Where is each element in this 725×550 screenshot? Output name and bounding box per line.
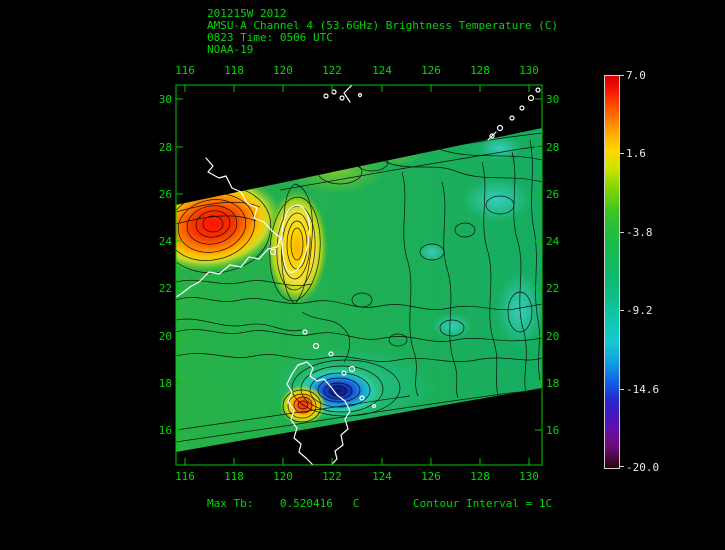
- colorbar-label: 7.0: [626, 69, 646, 82]
- colorbar-label: -3.8: [626, 226, 653, 239]
- axes-frame: [175, 84, 543, 466]
- y-tick-left: 30: [158, 93, 172, 106]
- y-tick-left: 22: [158, 282, 172, 295]
- x-tick-top: 118: [224, 64, 244, 77]
- taiwan-coastline: [281, 204, 311, 273]
- batan-island: [302, 329, 308, 335]
- satellite-label: NOAA-19: [207, 43, 254, 56]
- china-coastline: [176, 157, 282, 298]
- y-tick-right: 28: [546, 141, 560, 154]
- colorbar-label: -20.0: [626, 461, 660, 474]
- x-tick-bottom: 130: [519, 470, 539, 483]
- data-swath: [176, 128, 542, 452]
- y-tick-right: 26: [546, 188, 560, 201]
- x-tick-bottom: 116: [175, 470, 195, 483]
- contour-interval-label: Contour Interval = 1C: [413, 497, 553, 510]
- x-tick-bottom: 124: [372, 470, 392, 483]
- luzon-coastline: [286, 361, 351, 465]
- y-tick-left: 16: [158, 424, 172, 437]
- x-tick-bottom: 122: [322, 470, 342, 483]
- colorbar-label: -14.6: [626, 383, 660, 396]
- x-tick-top: 122: [322, 64, 342, 77]
- storm-id: 201215W 2012: [207, 7, 287, 20]
- x-tick-bottom: 126: [421, 470, 441, 483]
- x-tick-top: 116: [175, 64, 195, 77]
- x-tick-top: 120: [273, 64, 293, 77]
- y-tick-right: 18: [546, 377, 560, 390]
- product-title: AMSU-A Channel 4 (53.6GHz) Brightness Te…: [207, 19, 558, 32]
- colorbar-tick: [620, 466, 624, 467]
- colorbar-label: -9.2: [626, 304, 653, 317]
- y-tick-right: 24: [546, 235, 560, 248]
- x-tick-top: 126: [421, 64, 441, 77]
- x-tick-bottom: 120: [273, 470, 293, 483]
- y-tick-left: 18: [158, 377, 172, 390]
- x-tick-top: 128: [470, 64, 490, 77]
- colorbar-tick: [620, 310, 624, 311]
- y-tick-right: 22: [546, 282, 560, 295]
- x-tick-top: 130: [519, 64, 539, 77]
- colorbar-tick: [620, 389, 624, 390]
- y-tick-left: 28: [158, 141, 172, 154]
- x-tick-bottom: 128: [470, 470, 490, 483]
- colorbar-tick: [620, 153, 624, 154]
- east-china-coast-fragment: [343, 85, 353, 103]
- y-tick-right: 20: [546, 330, 560, 343]
- colorbar-tick: [620, 232, 624, 233]
- y-tick-right: 16: [546, 424, 560, 437]
- time-label: 0823 Time: 0506 UTC: [207, 31, 333, 44]
- ryukyu-island: [496, 124, 504, 132]
- colorbar-gradient: [604, 75, 620, 469]
- y-tick-left: 24: [158, 235, 172, 248]
- colorbar-label: 1.6: [626, 147, 646, 160]
- y-tick-left: 20: [158, 330, 172, 343]
- colorbar-tick: [620, 75, 624, 76]
- coastlines: [176, 85, 541, 465]
- y-tick-right: 30: [546, 93, 560, 106]
- y-tick-left: 26: [158, 188, 172, 201]
- x-tick-bottom: 118: [224, 470, 244, 483]
- max-tb-label: Max Tb: 0.520416 C: [207, 497, 360, 510]
- x-tick-top: 124: [372, 64, 392, 77]
